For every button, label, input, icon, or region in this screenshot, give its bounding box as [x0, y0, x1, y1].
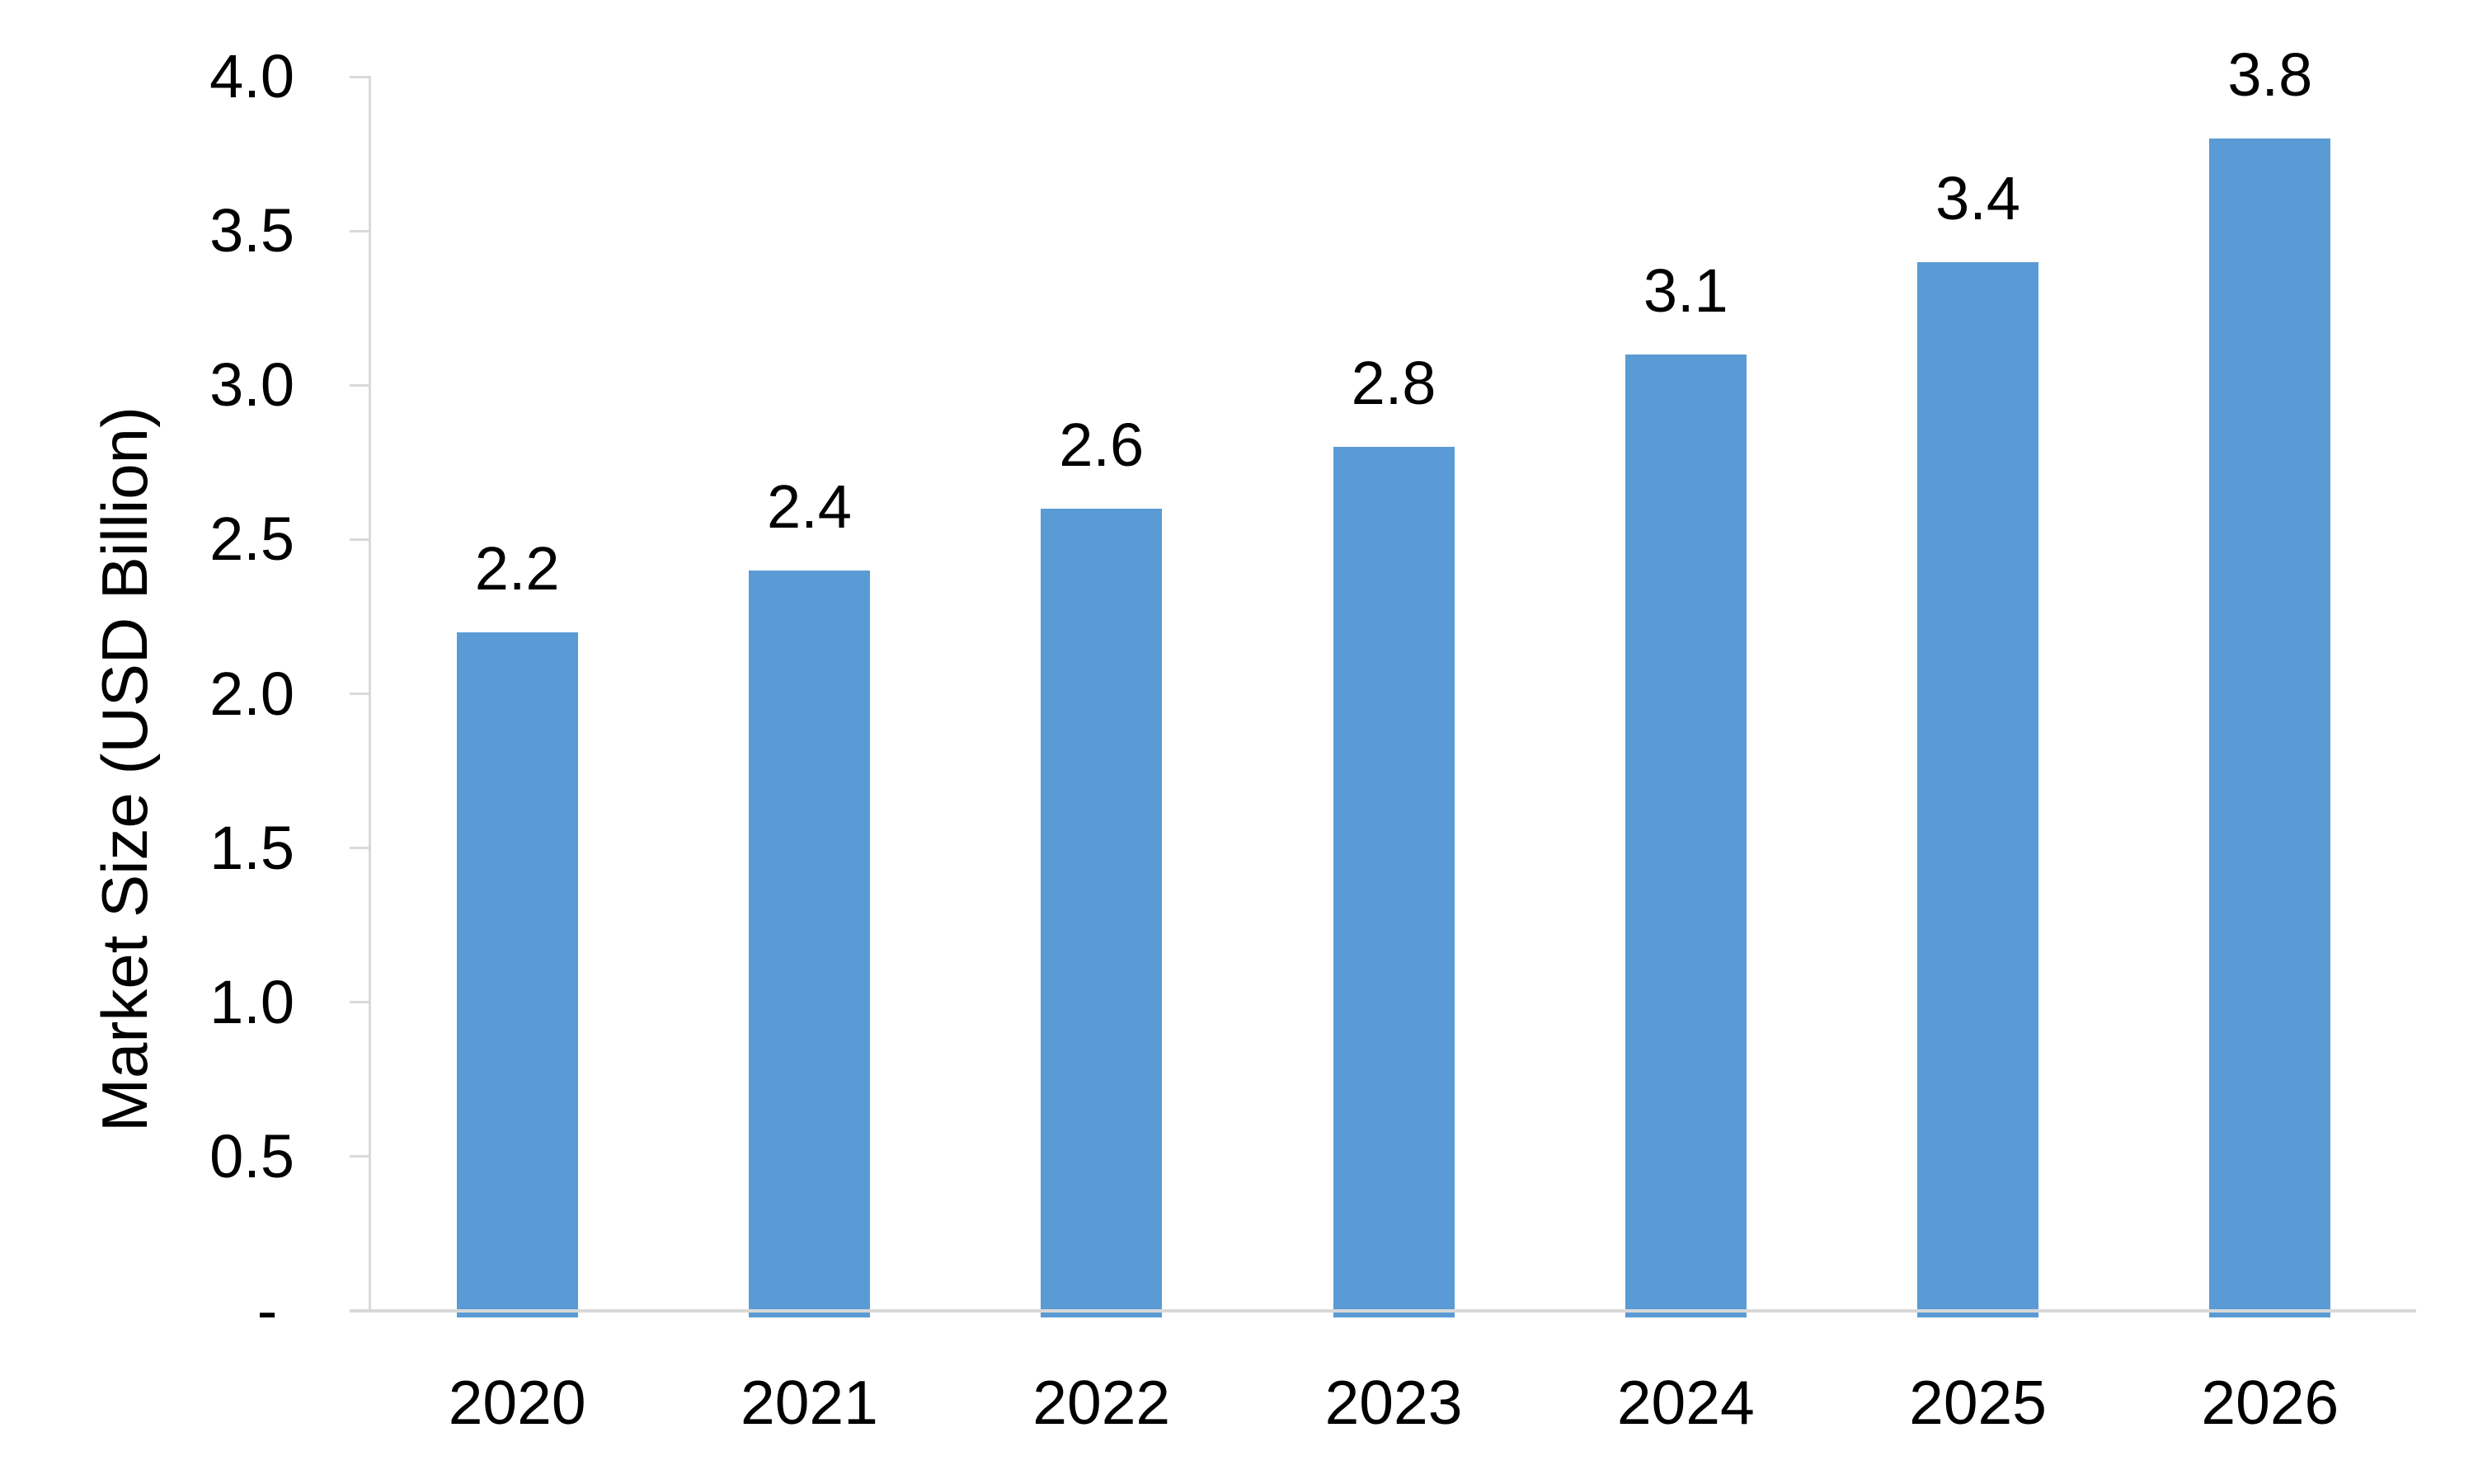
- bar-2025: [1917, 261, 2039, 1317]
- y-tick-mark: [350, 383, 371, 387]
- x-tick-label-2024: 2024: [1616, 1368, 1755, 1437]
- y-tick-mark: [350, 847, 371, 850]
- bar-2026: [2209, 138, 2331, 1317]
- x-tick-label-2026: 2026: [2201, 1368, 2339, 1437]
- x-axis-line: [350, 1309, 2416, 1313]
- y-tick-label: -: [256, 1276, 294, 1345]
- x-tick-label-2022: 2022: [1032, 1368, 1171, 1437]
- y-tick-label: 2.0: [209, 659, 294, 728]
- y-tick-label: 0.5: [209, 1121, 294, 1190]
- y-tick-label: 3.5: [209, 196, 294, 265]
- x-tick-label-2020: 2020: [448, 1368, 586, 1437]
- data-label-2023: 2.8: [1351, 349, 1436, 418]
- y-tick-mark: [350, 538, 371, 541]
- bar-2024: [1625, 354, 1747, 1317]
- y-tick-label: 1.5: [209, 813, 294, 882]
- x-tick-label-2025: 2025: [1909, 1368, 2047, 1437]
- bar-2021: [748, 570, 870, 1317]
- x-tick-label-2023: 2023: [1324, 1368, 1463, 1437]
- y-tick-label: 3.0: [209, 350, 294, 420]
- x-tick-label-2021: 2021: [740, 1368, 878, 1437]
- bar-2023: [1333, 447, 1455, 1317]
- y-tick-mark: [350, 229, 371, 232]
- bar-2020: [456, 632, 578, 1317]
- data-label-2026: 3.8: [2227, 40, 2313, 109]
- y-tick-label: 4.0: [209, 42, 294, 110]
- data-label-2022: 2.6: [1059, 410, 1145, 479]
- data-label-2025: 3.4: [1935, 163, 2020, 232]
- y-tick-mark: [350, 1155, 371, 1158]
- y-tick-mark: [350, 75, 371, 78]
- data-label-2024: 3.1: [1643, 256, 1728, 325]
- y-tick-mark: [350, 1001, 371, 1004]
- data-label-2021: 2.4: [766, 472, 852, 541]
- y-tick-label: 1.0: [209, 967, 294, 1036]
- bar-2022: [1041, 508, 1163, 1317]
- data-label-2020: 2.2: [474, 533, 560, 603]
- y-tick-label: 2.5: [209, 505, 294, 574]
- y-axis-line: [369, 77, 371, 1313]
- y-tick-mark: [350, 693, 371, 695]
